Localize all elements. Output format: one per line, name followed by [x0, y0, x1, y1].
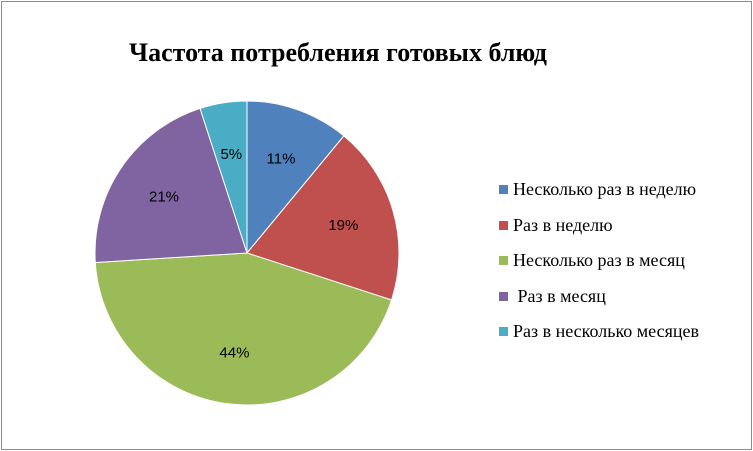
legend-label: Несколько раз в месяц — [513, 250, 685, 271]
legend-item: Раз в несколько месяцев — [499, 314, 699, 350]
chart-legend: Несколько раз в неделю Раз в неделю Нескол… — [499, 172, 699, 350]
legend-item: Несколько раз в месяц — [499, 243, 699, 279]
legend-swatch — [499, 327, 508, 337]
pie-slice — [94, 252, 393, 406]
slice-data-label: 44% — [219, 345, 249, 362]
legend-label: Раз в несколько месяцев — [513, 321, 700, 342]
pie-slice — [246, 135, 400, 301]
legend-label: Раз в месяц — [513, 285, 606, 306]
slice-data-label: 21% — [149, 189, 179, 206]
pie-slice — [94, 107, 248, 264]
legend-item: Несколько раз в неделю — [499, 172, 699, 208]
pie-slice — [246, 100, 345, 255]
pie-slice — [199, 100, 248, 254]
slice-data-label: 19% — [328, 217, 358, 234]
legend-label: Раз в неделю — [513, 214, 613, 235]
legend-swatch — [499, 220, 508, 230]
slice-data-label: 5% — [220, 146, 242, 163]
slice-data-label: 11% — [267, 151, 296, 168]
legend-item: Раз в месяц — [499, 279, 699, 315]
legend-item: Раз в неделю — [499, 208, 699, 244]
legend-swatch — [499, 291, 508, 301]
legend-label: Несколько раз в неделю — [513, 179, 697, 200]
legend-swatch — [499, 256, 508, 266]
legend-swatch — [499, 185, 508, 195]
chart-title: Частота потребления готовых блюд — [129, 38, 547, 67]
